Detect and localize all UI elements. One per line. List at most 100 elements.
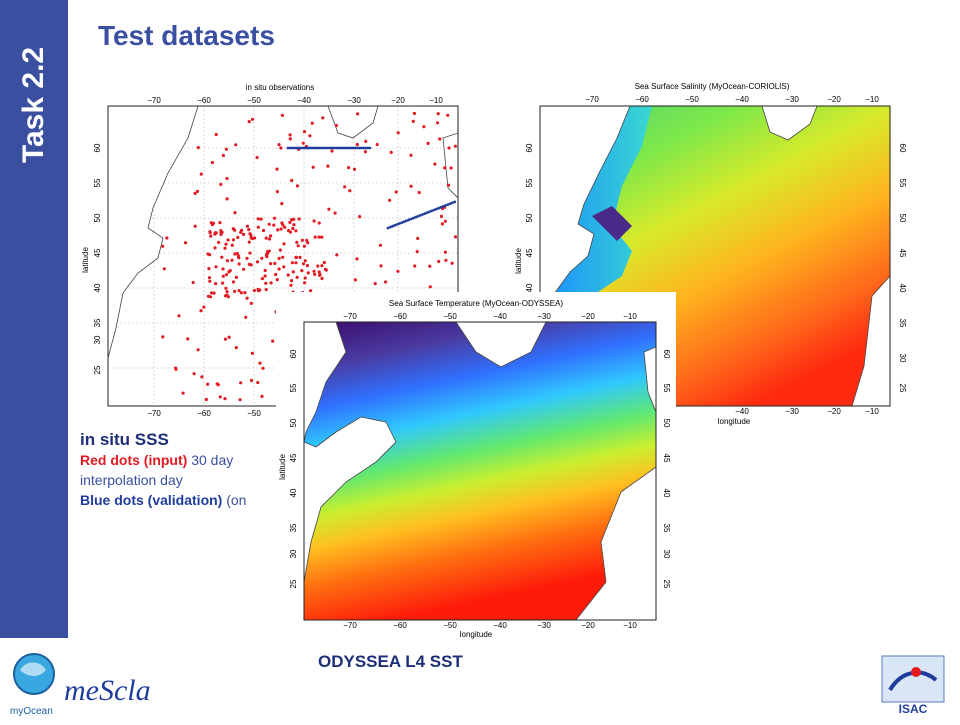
red-observation-dot [260, 277, 264, 281]
red-observation-dot [204, 397, 208, 402]
red-observation-dot [251, 236, 255, 241]
red-observation-dot [245, 224, 249, 228]
red-observation-dot [220, 255, 224, 259]
sss-ylabel: latitude [514, 248, 523, 274]
red-observation-dot [277, 143, 281, 147]
red-observation-dot [177, 314, 181, 318]
blue-validation-dot [324, 146, 328, 150]
red-observation-dot [231, 280, 236, 284]
red-observation-dot [396, 131, 400, 135]
lat-tick: 60 [525, 143, 534, 152]
red-observation-dot [294, 261, 298, 265]
red-observation-dot [275, 190, 279, 194]
blue-validation-dot [388, 225, 392, 229]
red-observation-dot [409, 153, 413, 157]
red-observation-dot [290, 178, 294, 183]
red-observation-dot [295, 240, 299, 244]
red-observation-dot [363, 150, 367, 154]
blue-validation-dot [311, 146, 315, 150]
sst-ylabel: latitude [278, 454, 287, 480]
red-observation-dot [221, 274, 225, 278]
red-observation-dot [210, 291, 214, 295]
blue-validation-dot [355, 146, 359, 150]
red-observation-dot [183, 241, 188, 245]
red-observation-dot [226, 238, 230, 242]
blue-validation-dot [430, 209, 434, 213]
blue-validation-dot [358, 146, 361, 150]
red-observation-dot [208, 230, 212, 234]
blue-validation-dot [353, 146, 357, 150]
blue-validation-dot [425, 211, 429, 215]
red-observation-dot [214, 282, 218, 286]
blue-validation-dot [288, 146, 292, 150]
red-observation-dot [231, 238, 236, 242]
blue-validation-dot [451, 201, 454, 205]
lat-tick: 45 [93, 248, 102, 257]
red-observation-dot [208, 253, 212, 257]
red-observation-dot [352, 167, 357, 171]
blue-validation-dot [428, 210, 431, 214]
sss-map-title: Sea Surface Salinity (MyOcean-CORIOLIS) [635, 82, 790, 91]
lat-tick: 50 [93, 213, 102, 222]
red-observation-dot [219, 182, 223, 186]
red-observation-dot [193, 224, 197, 228]
red-observation-dot [320, 235, 324, 239]
red-observation-dot [275, 278, 279, 282]
red-observation-dot [426, 141, 430, 145]
red-observation-dot [438, 137, 442, 141]
red-observation-dot [347, 166, 351, 170]
red-observation-dot [290, 279, 294, 283]
red-observation-dot [305, 264, 309, 268]
lon-tick: −70 [343, 312, 357, 321]
red-observation-dot [428, 285, 432, 289]
red-observation-dot [242, 267, 246, 271]
red-observation-dot [233, 289, 237, 293]
red-observation-dot [303, 276, 307, 280]
insitu-map: in situ observations −70 −60 −50 −40 −30… [78, 78, 480, 426]
red-observation-dot [453, 144, 457, 148]
red-observation-dot [259, 217, 263, 221]
blue-validation-dot [322, 146, 326, 150]
red-observation-dot [436, 112, 440, 116]
blue-validation-dot [343, 146, 347, 150]
red-observation-dot [313, 272, 317, 276]
red-observation-dot [388, 198, 392, 202]
insitu-caption: in situ SSS Red dots (input) 30 day inte… [80, 430, 276, 510]
lon-tick: −50 [443, 312, 457, 321]
blue-validation-dot [339, 146, 342, 150]
lat-tick: 40 [93, 283, 102, 292]
blue-validation-dot [326, 146, 330, 150]
red-observation-dot [288, 137, 292, 141]
lat-tick: 35 [289, 523, 298, 532]
red-observation-dot [384, 280, 388, 284]
red-observation-dot [247, 120, 251, 124]
blue-validation-dot [444, 204, 447, 207]
red-observation-dot [263, 268, 267, 273]
lon-tick: −70 [147, 409, 161, 418]
red-observation-dot [453, 235, 458, 239]
lon-tick: −30 [785, 95, 799, 104]
blue-validation-dot [453, 200, 457, 204]
red-observation-dot [353, 278, 357, 282]
blue-validation-dot [386, 226, 390, 230]
red-observation-dot [241, 232, 246, 236]
blue-validation-dot [395, 223, 399, 226]
red-observation-dot [320, 276, 324, 281]
blue-validation-dot [423, 212, 427, 216]
red-observation-dot [267, 249, 271, 253]
isac-logo: ISAC [872, 650, 954, 716]
caption-line-3: Blue dots (validation) (on [80, 490, 276, 510]
blue-validation-dot [295, 146, 298, 150]
blue-validation-dot [351, 146, 355, 150]
lat-tick: 60 [662, 350, 671, 359]
lon-tick: −40 [493, 621, 507, 630]
red-observation-dot [269, 262, 273, 266]
red-observation-dot [234, 346, 238, 350]
caption-line-3-rest: (on [222, 492, 247, 508]
caption-line-1-rest: 30 day [187, 452, 234, 468]
lat-tick: 55 [93, 178, 102, 187]
red-observation-dot [252, 288, 256, 293]
red-observation-dot [255, 260, 260, 264]
task-label-box: Task 2.2 [12, 40, 56, 170]
lat-tick: 60 [289, 349, 298, 358]
